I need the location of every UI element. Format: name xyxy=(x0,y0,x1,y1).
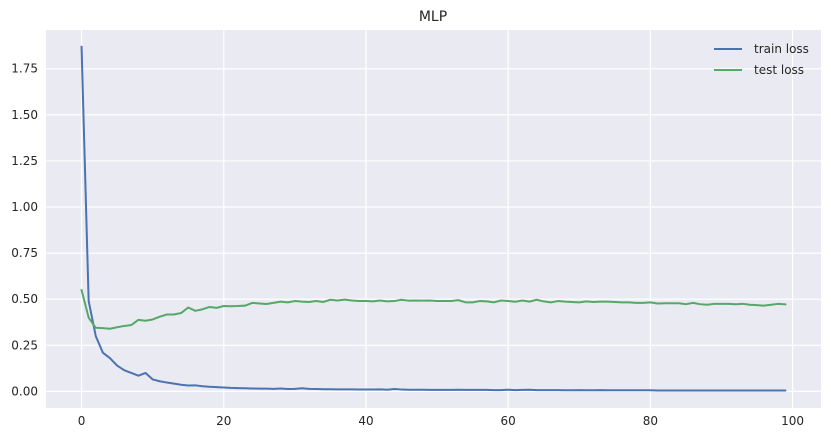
x-tick-label: 0 xyxy=(78,414,86,428)
series-lines xyxy=(80,45,787,392)
chart-title: MLP xyxy=(419,9,447,25)
y-tick-label: 1.50 xyxy=(11,108,38,122)
y-tick-label: 1.00 xyxy=(11,200,38,214)
y-tick-label: 0.75 xyxy=(11,246,38,260)
y-tick-label: 1.25 xyxy=(11,154,38,168)
x-tick-label: 20 xyxy=(216,414,231,428)
y-tick-label: 0.50 xyxy=(11,292,38,306)
y-tick-labels: 0.00 0.25 0.50 0.75 1.00 1.25 1.50 1.75 xyxy=(11,62,38,399)
x-tick-label: 60 xyxy=(501,414,516,428)
legend-label: test loss xyxy=(754,63,804,77)
series-line-test-loss xyxy=(80,288,787,330)
x-tick-label: 40 xyxy=(358,414,373,428)
y-tick-label: 0.00 xyxy=(11,384,38,398)
legend-label: train loss xyxy=(754,42,809,56)
x-tick-label: 100 xyxy=(781,414,804,428)
legend: train loss test loss xyxy=(714,42,809,77)
plot-area xyxy=(46,30,821,408)
grid xyxy=(46,30,821,408)
series-line-train-loss xyxy=(80,45,787,392)
x-tick-labels: 0 20 40 60 80 100 xyxy=(78,414,804,428)
x-tick-label: 80 xyxy=(643,414,658,428)
y-tick-label: 1.75 xyxy=(11,62,38,76)
y-tick-label: 0.25 xyxy=(11,338,38,352)
